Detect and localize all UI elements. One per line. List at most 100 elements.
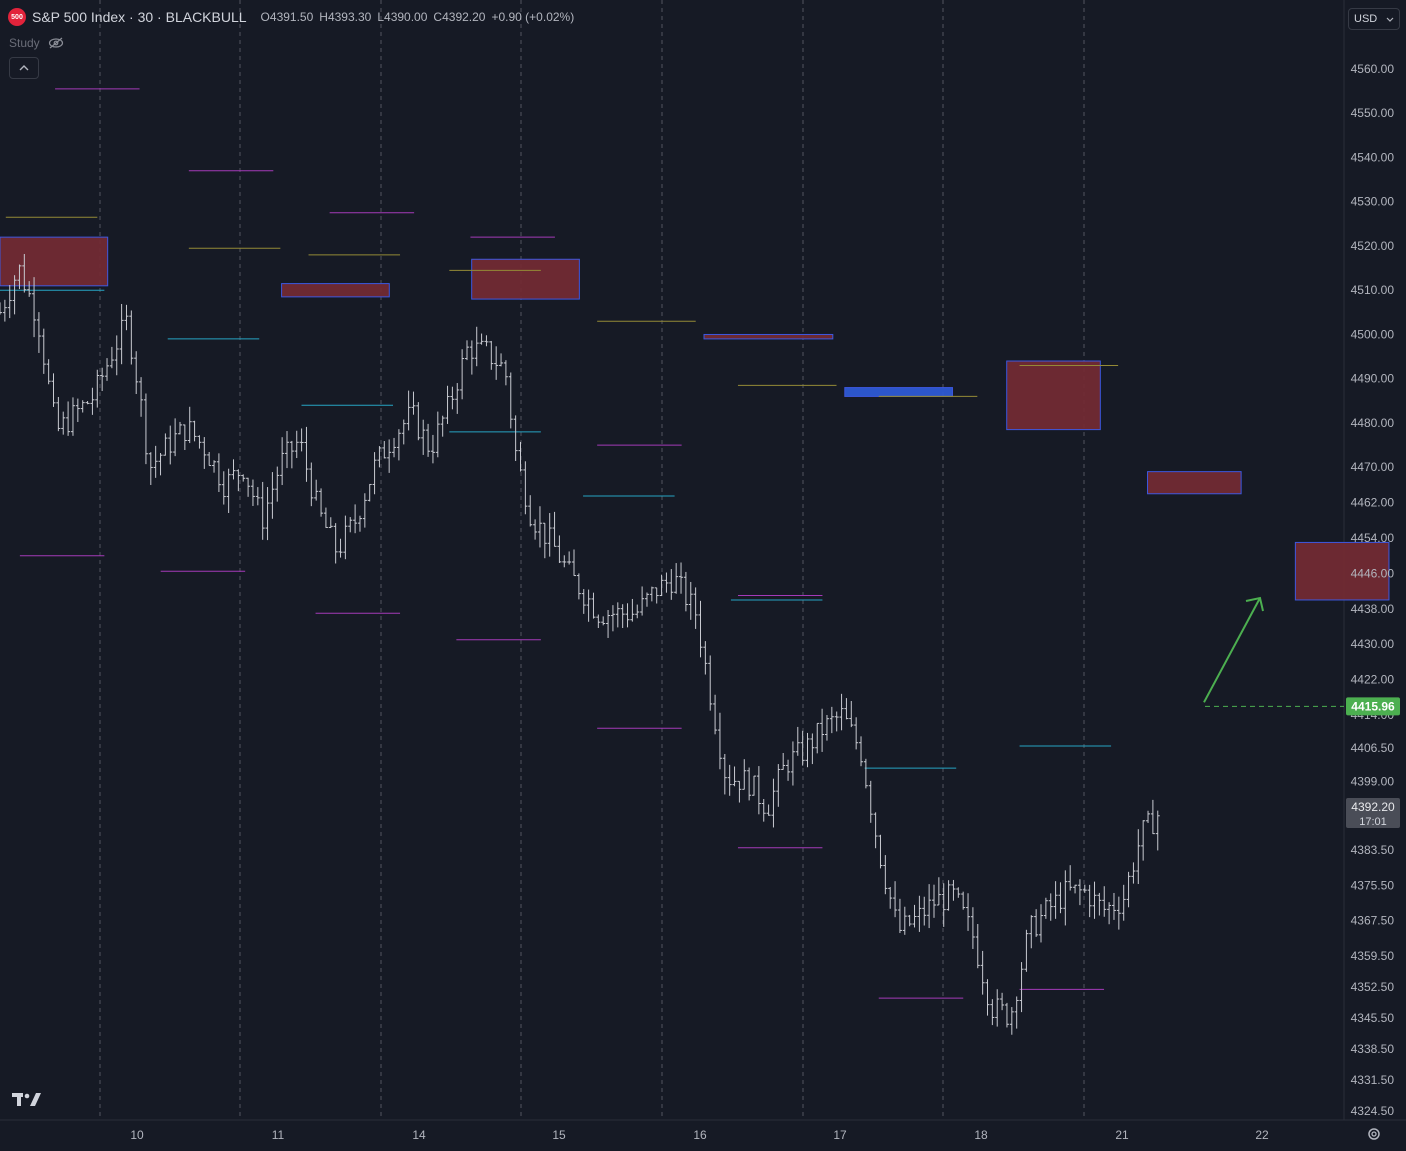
ohlc-bar bbox=[844, 698, 849, 720]
ohlc-bar bbox=[430, 434, 435, 464]
price-axis[interactable]: 4560.00 4550.00 4540.00 4530.00 4520.00 4510.… bbox=[1346, 62, 1400, 1118]
ohlc-bar bbox=[747, 767, 752, 801]
ohlc-bar bbox=[1019, 962, 1024, 1013]
eye-hidden-icon[interactable] bbox=[48, 37, 64, 49]
time-axis[interactable]: 10 11 14 15 16 17 18 21 22 bbox=[130, 1128, 1269, 1142]
ohlc-bar bbox=[474, 326, 479, 367]
collapse-legend-button[interactable] bbox=[9, 57, 39, 79]
ohlc-bar bbox=[250, 479, 255, 506]
ohlc-bar bbox=[897, 898, 902, 934]
ohlc-bar bbox=[387, 439, 392, 473]
ohlc-bar bbox=[669, 569, 674, 600]
ohlc-bar bbox=[241, 474, 246, 482]
ohlc-bar bbox=[32, 277, 37, 338]
ohlc-bar bbox=[824, 715, 829, 741]
ohlc-bar bbox=[1107, 902, 1112, 925]
ohlc-bar bbox=[625, 603, 630, 628]
time-tick-label: 16 bbox=[693, 1128, 707, 1142]
ohlc-bar bbox=[70, 397, 75, 436]
ohlc-bar bbox=[849, 700, 854, 728]
ohlc-bar bbox=[601, 616, 606, 626]
ohlc-bar bbox=[66, 401, 71, 436]
price-tick-label: 4345.50 bbox=[1351, 1011, 1395, 1025]
ohlc-bar bbox=[489, 340, 494, 370]
price-tick-label: 4352.50 bbox=[1351, 980, 1395, 994]
ohlc-bar bbox=[1058, 882, 1063, 914]
price-tick-label: 4331.50 bbox=[1351, 1073, 1395, 1087]
ohlc-bar bbox=[56, 396, 61, 432]
ohlc-bar bbox=[917, 895, 922, 932]
ohlc-bar bbox=[1136, 829, 1141, 885]
ohlc-bar bbox=[401, 419, 406, 445]
ohlc-bar bbox=[289, 440, 294, 469]
ohlc-bar bbox=[226, 468, 231, 514]
study-label[interactable]: Study bbox=[9, 36, 40, 50]
candle-layer bbox=[0, 253, 1160, 1035]
ohlc-bar bbox=[936, 877, 941, 906]
supply-zone bbox=[471, 258, 580, 300]
ohlc-bar bbox=[552, 511, 557, 547]
ohlc-bar bbox=[231, 459, 236, 480]
ohlc-bar bbox=[776, 764, 781, 807]
ohlc-bar bbox=[1029, 915, 1034, 949]
ohlc-bar bbox=[596, 614, 601, 629]
ohlc-bar bbox=[581, 589, 586, 614]
time-tick-label: 17 bbox=[833, 1128, 847, 1142]
ohlc-bar bbox=[1150, 799, 1155, 835]
ohlc-bar bbox=[100, 367, 105, 392]
ohlc-bar bbox=[187, 406, 192, 444]
price-tick-label: 4454.00 bbox=[1351, 531, 1395, 545]
ohlc-bar bbox=[854, 717, 859, 750]
ohlc-bar bbox=[1131, 862, 1136, 884]
ohlc-bar bbox=[163, 433, 168, 456]
ohlc-bar bbox=[1111, 892, 1116, 920]
ohlc-bar bbox=[742, 759, 747, 790]
ohlc-bar bbox=[304, 426, 309, 482]
ohlc-bar bbox=[294, 430, 299, 459]
ohlc-bar bbox=[503, 360, 508, 386]
ohlc-bar bbox=[372, 452, 377, 495]
ohlc-bar bbox=[708, 655, 713, 711]
ohlc-bar bbox=[440, 415, 445, 437]
ohlc-bar bbox=[221, 471, 226, 505]
supply-zone bbox=[1006, 360, 1101, 431]
ohlc-bar bbox=[124, 304, 129, 331]
ohlc-bar bbox=[158, 452, 163, 476]
ohlc-bar bbox=[610, 605, 615, 632]
ohlc-bar bbox=[995, 989, 1000, 1027]
ohlc-bar bbox=[1053, 881, 1058, 919]
symbol-title[interactable]: S&P 500 Index · 30 · BLACKBULL bbox=[32, 9, 247, 25]
ohlc-bar bbox=[1102, 886, 1107, 917]
ohlc-bar bbox=[1073, 884, 1078, 894]
ohlc-bar bbox=[1077, 879, 1082, 906]
supply-zone bbox=[0, 236, 109, 287]
ohlc-bar bbox=[41, 328, 46, 374]
ohlc-bar bbox=[956, 887, 961, 898]
ohlc-bar bbox=[61, 411, 66, 435]
zone-layer bbox=[0, 236, 1390, 601]
ohlc-bar bbox=[134, 351, 139, 395]
price-tick-label: 4480.00 bbox=[1351, 416, 1395, 430]
demand-zone bbox=[844, 387, 953, 397]
ohlc-bar bbox=[990, 999, 995, 1026]
ohlc-bar bbox=[1092, 881, 1097, 919]
currency-select[interactable]: USD bbox=[1348, 8, 1400, 30]
price-tick-label: 4500.00 bbox=[1351, 327, 1395, 341]
ohlc-bar bbox=[323, 507, 328, 528]
ohlc-bar bbox=[260, 481, 265, 540]
ohlc-bar bbox=[644, 592, 649, 607]
ohlc-bar bbox=[406, 390, 411, 431]
ohlc-bar bbox=[557, 535, 562, 563]
gear-icon[interactable] bbox=[1366, 1126, 1382, 1147]
ohlc-bar bbox=[795, 726, 800, 756]
ohlc-bar bbox=[396, 429, 401, 461]
ohlc-bar bbox=[143, 393, 148, 465]
ohlc-bar bbox=[1155, 810, 1160, 851]
time-tick-label: 18 bbox=[974, 1128, 988, 1142]
ohlc-bar bbox=[1024, 929, 1029, 972]
ohlc-bar bbox=[1000, 992, 1005, 1011]
ohlc-bar bbox=[212, 460, 217, 473]
symbol-logo[interactable]: 500 bbox=[8, 8, 26, 26]
ohlc-bar bbox=[499, 353, 504, 367]
